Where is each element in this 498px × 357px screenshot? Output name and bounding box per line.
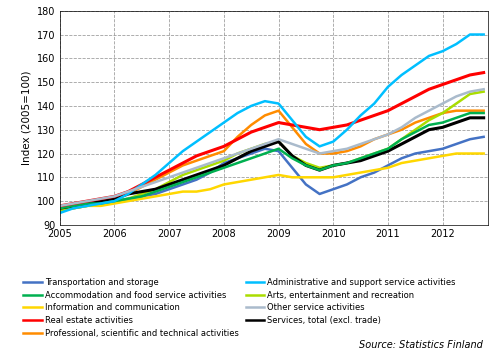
Y-axis label: Index (2005=100): Index (2005=100) — [21, 71, 31, 165]
Legend: Transportation and storage, Accommodation and food service activities, Informati: Transportation and storage, Accommodatio… — [22, 276, 458, 340]
Text: Source: Statistics Finland: Source: Statistics Finland — [359, 340, 483, 350]
